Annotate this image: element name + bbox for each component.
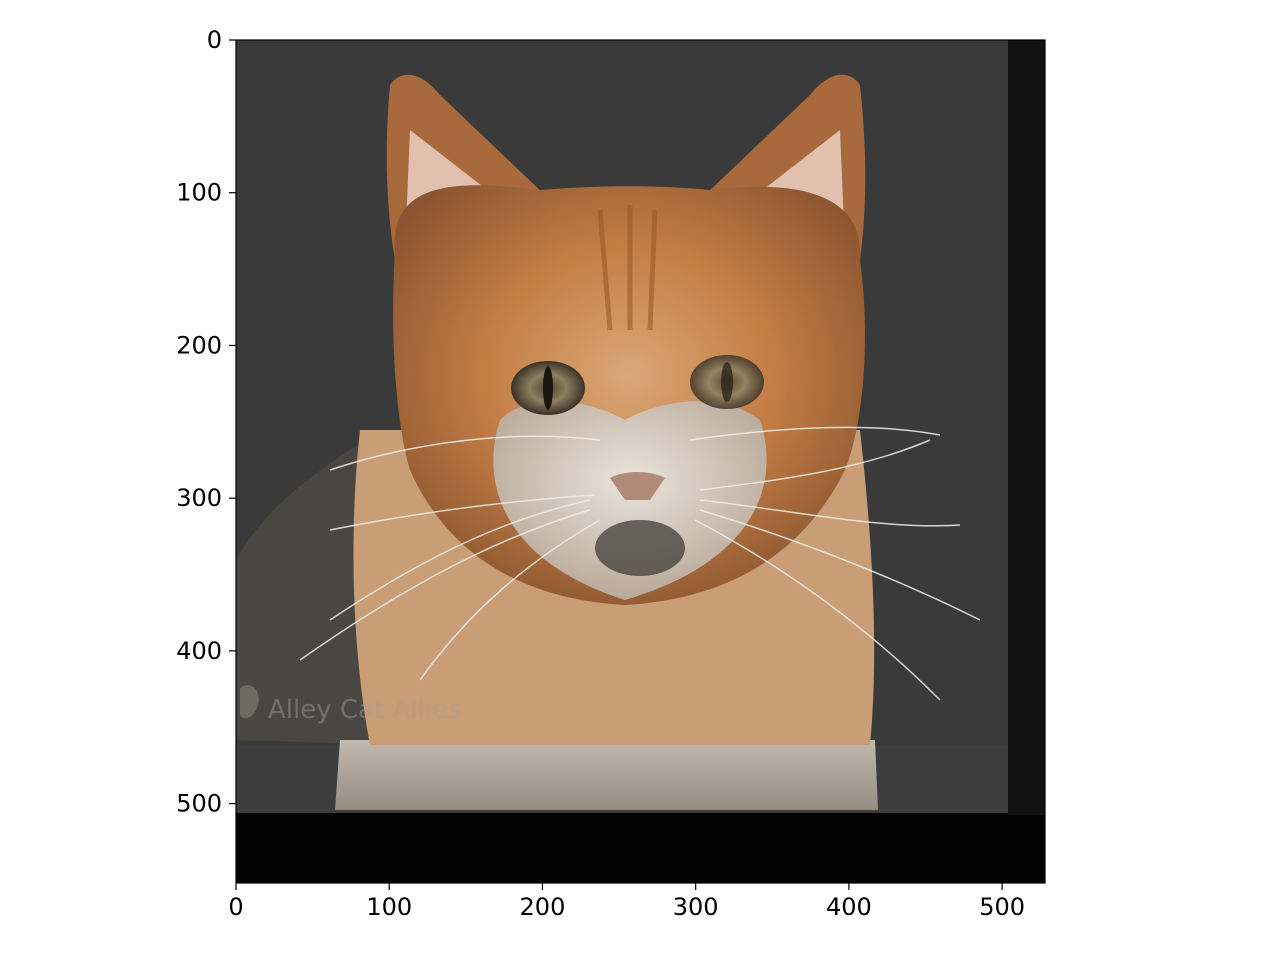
y-tick-label: 300 — [176, 484, 222, 512]
y-tick-label: 0 — [207, 26, 222, 54]
x-tick-label: 100 — [366, 893, 412, 921]
watermark-logo: Alley Cat Allies — [240, 685, 461, 725]
axes-frame — [235, 39, 1046, 884]
y-axis: 0 100 200 300 400 500 — [176, 26, 236, 818]
x-tick-label: 400 — [826, 893, 872, 921]
cat-image: Alley Cat Allies — [236, 40, 1045, 883]
x-tick-label: 200 — [520, 893, 566, 921]
x-tick-label: 500 — [979, 893, 1025, 921]
x-axis: 0 100 200 300 400 500 — [228, 883, 1025, 921]
y-tick-label: 400 — [176, 637, 222, 665]
svg-text:Alley Cat Allies: Alley Cat Allies — [268, 695, 461, 725]
y-tick-label: 100 — [176, 179, 222, 207]
x-tick-label: 300 — [673, 893, 719, 921]
x-tick-label: 0 — [228, 893, 243, 921]
y-tick-label: 200 — [176, 331, 222, 359]
y-tick-label: 500 — [176, 790, 222, 818]
